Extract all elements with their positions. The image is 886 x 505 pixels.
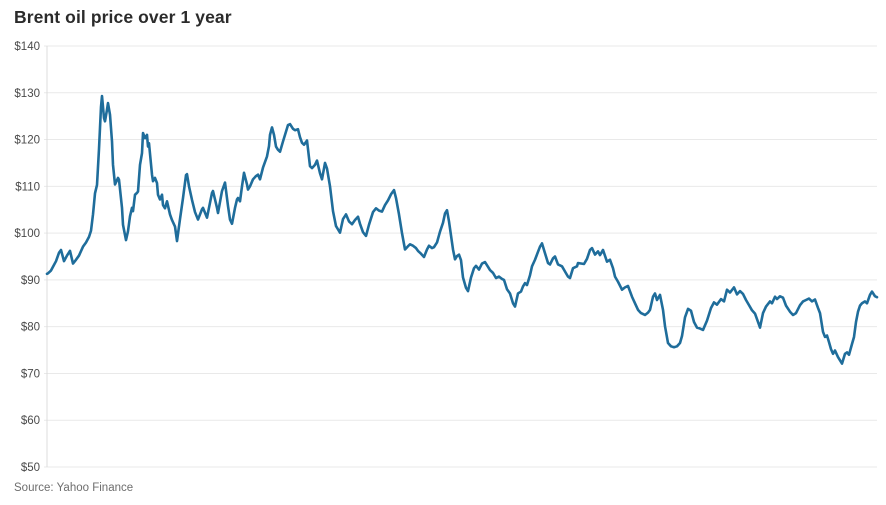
y-axis-labels: $140 $130 $120 $110 $100 $90 $80 $70 $60 $50 <box>14 41 40 474</box>
y-axis-tick-label: $70 <box>21 368 40 380</box>
y-axis-tick-label: $100 <box>14 228 40 240</box>
y-axis-tick-label: $90 <box>21 275 40 287</box>
y-axis-tick-label: $130 <box>14 88 40 100</box>
y-axis-tick-label: $80 <box>21 322 40 334</box>
y-axis-tick-label: $140 <box>14 41 40 53</box>
gridlines <box>44 45 877 468</box>
y-axis-tick-label: $60 <box>21 415 40 427</box>
source-note: Source: Yahoo Finance <box>14 482 134 494</box>
price-line-path <box>45 94 879 365</box>
chart-title: Brent oil price over 1 year <box>14 7 232 27</box>
y-axis-tick-label: $110 <box>15 181 40 193</box>
y-axis-tick-label: $50 <box>21 462 40 474</box>
y-axis-tick-label: $120 <box>14 135 40 147</box>
